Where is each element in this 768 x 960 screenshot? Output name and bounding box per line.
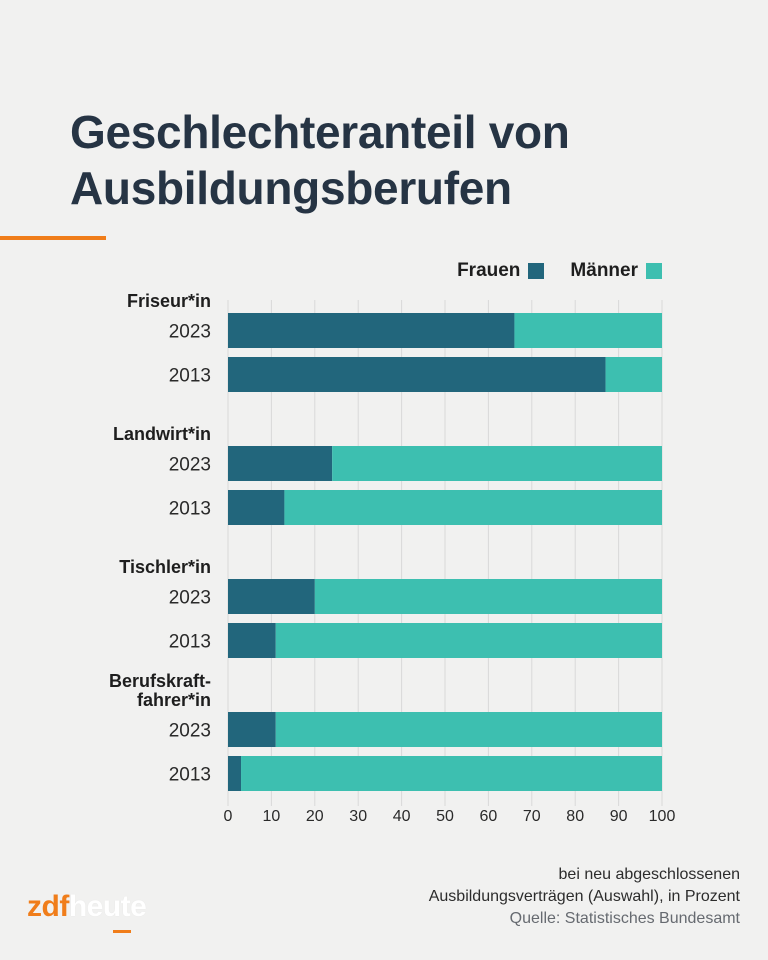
logo-underscore <box>113 930 131 933</box>
year-label: 2023 <box>169 721 211 742</box>
legend: Frauen Männer <box>431 259 662 283</box>
year-label: 2013 <box>169 366 211 387</box>
chart-title: Geschlechteranteil von Ausbildungsberufe… <box>70 104 570 216</box>
logo-heute: heute <box>68 890 147 923</box>
footnote: bei neu abgeschlossenen Ausbildungsvertr… <box>429 864 740 930</box>
x-tick-label: 20 <box>306 808 324 825</box>
footnote-line-2: Ausbildungsverträgen (Auswahl), in Proze… <box>428 888 740 905</box>
bar-frauen <box>228 579 315 614</box>
bar-frauen <box>228 623 276 658</box>
year-label: 2023 <box>169 455 211 476</box>
year-label: 2023 <box>169 322 211 343</box>
x-tick-label: 30 <box>349 808 367 825</box>
legend-item-frauen: Frauen <box>457 260 545 282</box>
bar-maenner <box>241 756 662 791</box>
x-tick-label: 80 <box>566 808 584 825</box>
bar-maenner <box>314 579 662 614</box>
year-label: 2023 <box>169 588 211 609</box>
x-tick-label: 40 <box>393 808 411 825</box>
bar-frauen <box>228 313 515 348</box>
x-tick-label: 0 <box>224 808 233 825</box>
title-line-1: Geschlechteranteil von <box>70 106 570 158</box>
bar-frauen <box>228 490 285 525</box>
year-label: 2013 <box>169 765 211 786</box>
category-label: Berufskraft- <box>109 671 211 691</box>
x-tick-label: 60 <box>480 808 498 825</box>
title-accent-rule <box>0 236 106 240</box>
x-tick-label: 70 <box>523 808 541 825</box>
x-tick-label: 100 <box>649 808 676 825</box>
zdfheute-logo: zdfheute <box>27 890 147 933</box>
bar-maenner <box>275 623 662 658</box>
category-label: Tischler*in <box>119 557 211 577</box>
year-label: 2013 <box>169 499 211 520</box>
bar-maenner <box>605 357 662 392</box>
category-label: Landwirt*in <box>113 424 211 444</box>
x-tick-label: 50 <box>436 808 454 825</box>
legend-swatch-frauen <box>528 263 545 279</box>
x-tick-label: 10 <box>263 808 281 825</box>
bar-maenner <box>284 490 662 525</box>
title-line-2: Ausbildungsberufen <box>70 162 512 214</box>
bar-maenner <box>275 712 662 747</box>
bar-frauen <box>228 712 276 747</box>
bar-frauen <box>228 446 333 481</box>
legend-swatch-maenner <box>646 263 662 279</box>
legend-label-frauen: Frauen <box>457 260 521 281</box>
footnote-line-1: bei neu abgeschlossenen <box>558 866 740 883</box>
bar-frauen <box>228 357 606 392</box>
legend-label-maenner: Männer <box>570 260 638 281</box>
category-label: fahrer*in <box>137 690 211 710</box>
bar-frauen <box>228 756 242 791</box>
year-label: 2013 <box>169 632 211 653</box>
category-label: Friseur*in <box>127 291 211 311</box>
x-tick-label: 90 <box>610 808 628 825</box>
bar-maenner <box>514 313 662 348</box>
bar-maenner <box>332 446 662 481</box>
logo-zdf: zdf <box>27 890 69 923</box>
source-note: Quelle: Statistisches Bundesamt <box>509 910 740 927</box>
legend-item-maenner: Männer <box>570 260 662 282</box>
